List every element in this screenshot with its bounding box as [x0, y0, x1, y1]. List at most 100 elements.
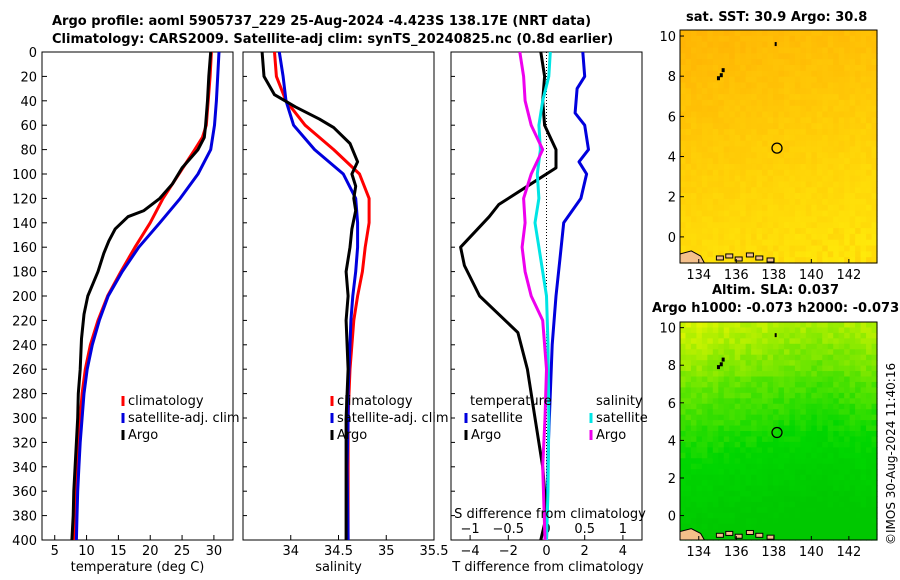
sla-map-cell: [794, 534, 801, 541]
sla-map-cell: [855, 381, 862, 388]
sst-map-cell: [800, 99, 807, 107]
sst-map-cell: [805, 64, 812, 72]
sla-map-cell: [718, 354, 725, 361]
sst-map-cell: [680, 216, 687, 223]
sla-map-cell: [800, 387, 807, 394]
sst-map-cell: [767, 245, 774, 252]
sst-map-cell: [685, 41, 692, 49]
sst-map-cell: [712, 59, 719, 66]
sst-map-cell: [855, 175, 862, 183]
sst-map-cell: [723, 59, 730, 66]
sst-map-cell: [701, 35, 708, 43]
salinity-legend-title: salinity: [596, 394, 643, 409]
sla-map-cell: [855, 523, 862, 530]
sla-map-cell: [822, 398, 829, 405]
sst-map-cell: [745, 198, 752, 206]
sst-map-cell: [816, 99, 823, 107]
sla-map-cell: [827, 349, 834, 356]
sst-map-cell: [778, 94, 785, 101]
sst-map-cell: [778, 117, 785, 124]
sst-map-cell: [838, 204, 845, 212]
sst-map-cell: [773, 53, 780, 60]
sla-map-cell: [794, 463, 801, 470]
sst-map-cell: [811, 140, 818, 148]
sla-map-cell: [696, 463, 703, 470]
sla-map-cell: [690, 327, 698, 334]
sla-map-cell: [838, 507, 845, 514]
sla-map-cell: [805, 512, 812, 519]
sst-map-cell: [734, 76, 741, 84]
sst-map-cell: [685, 158, 692, 165]
sst-map-cell: [773, 158, 780, 165]
sla-map-cell: [696, 490, 703, 497]
sla-map-cell: [838, 409, 845, 416]
sla-map-cell: [723, 501, 730, 508]
sla-map-cell: [833, 403, 840, 410]
sla-map-cell: [871, 512, 878, 519]
sst-map-cell: [789, 140, 796, 148]
sla-map-cell: [696, 360, 703, 367]
sst-map-cell: [866, 163, 873, 171]
sst-map-cell: [811, 210, 818, 217]
sst-map-cell: [696, 111, 703, 118]
sst-map-cell: [816, 88, 823, 95]
sla-map-cell: [740, 507, 747, 514]
depth-tick-label: 240: [12, 339, 37, 354]
salinity-legend-label: Argo: [337, 428, 367, 443]
sla-map-cell: [783, 501, 791, 508]
sla-map-cell: [838, 512, 845, 519]
sla-map-cell: [729, 512, 736, 519]
sst-map-cell: [849, 175, 856, 183]
sla-map-cell: [762, 332, 769, 339]
sst-map-cell: [773, 134, 780, 142]
salinity-x-axis-label: salinity: [315, 560, 362, 575]
sla-map-cell: [707, 387, 714, 394]
sst-map-cell: [783, 187, 791, 194]
sla-map-cell: [712, 376, 719, 383]
sla-map-cell: [871, 496, 878, 503]
sst-map-cell: [756, 134, 763, 142]
sla-map-cell: [827, 507, 834, 514]
sla-map-cell: [707, 474, 714, 481]
sla-map-cell: [833, 360, 840, 367]
sla-map-cell: [827, 420, 834, 427]
sst-map-cell: [827, 64, 834, 72]
sla-map-cell: [816, 365, 823, 372]
sla-map-cell: [838, 523, 845, 530]
sla-map-cell: [800, 523, 807, 530]
sst-map-cell: [701, 94, 708, 101]
sst-map-cell: [773, 198, 780, 206]
sla-map-cell: [712, 501, 719, 508]
sst-map-cell: [685, 123, 692, 130]
sla-map-cell: [701, 523, 708, 530]
yap-island: [774, 333, 777, 338]
sst-map-cell: [805, 245, 812, 252]
sst-map-cell: [707, 105, 714, 113]
sla-map-cell: [778, 343, 785, 350]
sst-map-cell: [762, 111, 769, 118]
sla-map-cell: [729, 381, 736, 388]
sst-map-cell: [723, 47, 730, 54]
sla-map-cell: [767, 480, 774, 487]
sla-map-cell: [767, 365, 774, 372]
sst-map-cell: [767, 105, 774, 113]
sst-map-cell: [734, 175, 741, 183]
sst-map-cell: [690, 187, 698, 194]
sst-map-cell: [773, 123, 780, 130]
sla-map-cell: [745, 338, 752, 345]
sla-map-cell: [690, 490, 698, 497]
sla-map-cell: [745, 414, 752, 421]
difference-temperature-legend-label: satellite: [471, 411, 523, 426]
sla-map-cell: [789, 436, 796, 443]
sla-map-frame: [679, 321, 878, 541]
depth-tick-label: 180: [12, 266, 37, 281]
sst-map-cell: [833, 152, 840, 159]
sla-map-cell: [718, 365, 725, 372]
sla-map-cell: [811, 354, 818, 361]
sst-map-cell: [811, 222, 818, 229]
difference-salinity-legend-label: satellite: [596, 411, 648, 426]
sst-map-cell: [778, 41, 785, 49]
sla-map-cell: [696, 431, 703, 438]
sla-map-cell: [822, 441, 829, 448]
sst-map-cell: [833, 53, 840, 60]
